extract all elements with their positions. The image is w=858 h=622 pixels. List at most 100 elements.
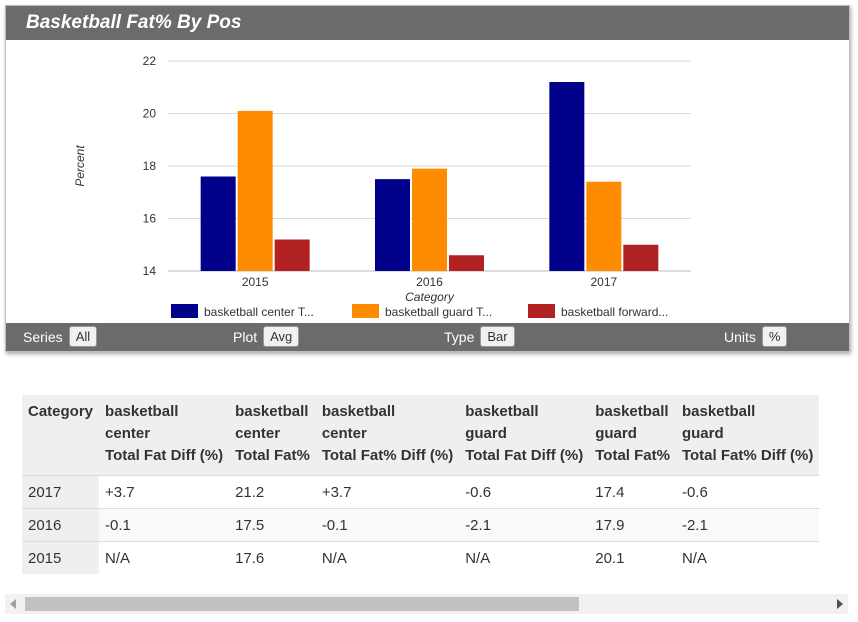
table-cell: -0.6 (459, 475, 590, 509)
table-header-cell[interactable]: Category (22, 395, 100, 476)
table-header-cell[interactable]: basketball guard Total Fat% Diff (%) (675, 395, 820, 476)
x-tick-label: 2015 (242, 275, 269, 289)
table-header-line: Total Fat Diff (%) (105, 447, 224, 464)
table-cell: N/A (99, 541, 230, 574)
table-header-cell[interactable]: basketball center Total Fat Diff (%) (99, 395, 230, 476)
chart-title: Basketball Fat% By Pos (6, 6, 849, 40)
table-cell: 20.1 (589, 541, 676, 574)
table-header-line: basketball (595, 403, 669, 420)
horizontal-scrollbar[interactable] (5, 594, 848, 614)
bar (586, 181, 622, 271)
table-cell: +3.7 (99, 475, 230, 509)
table-cell: -0.6 (675, 475, 820, 509)
table-header-line: Total Fat% Diff (%) (681, 447, 814, 464)
legend-swatch (352, 304, 379, 318)
table-cell: 17.5 (229, 508, 316, 542)
series-button[interactable]: All (68, 326, 98, 347)
table-header-line: Total Fat% (595, 447, 670, 464)
y-tick-label: 20 (143, 107, 157, 121)
table-header-cell[interactable]: basketball guard Total Fat% (589, 395, 676, 476)
table-cell: N/A (675, 541, 820, 574)
chart-area: 14 16 18 20 22 2015 2016 2017 Category Percent bas… (6, 40, 849, 323)
legend-label: basketball center T... (204, 305, 314, 319)
bar (375, 179, 410, 271)
chart-controls: Series All Plot Avg Type Bar Units % (6, 323, 849, 351)
legend-swatch (171, 304, 198, 318)
table-header-line: basketball (235, 403, 309, 420)
bar (549, 82, 585, 271)
table-header-line: Category (28, 403, 94, 420)
y-tick-label: 14 (143, 264, 157, 278)
bar (412, 168, 447, 271)
units-control: Units % (724, 326, 788, 347)
table-header-line: basketball (105, 403, 179, 420)
units-label: Units (724, 328, 756, 345)
chart-panel: Basketball Fat% By Pos 14 16 18 20 22 2015 201… (5, 5, 850, 352)
table-header-line: guard (681, 425, 724, 442)
table-header-line: Total Fat Diff (%) (465, 447, 584, 464)
bar (237, 110, 273, 271)
scroll-left-arrow-icon[interactable] (10, 599, 16, 609)
data-table: Category basketball center Total Fat Diff (… (22, 395, 820, 574)
table-header-cell[interactable]: basketball guard Total Fat Diff (%) (459, 395, 590, 476)
table-header-line: Total Fat% Diff (%) (321, 447, 454, 464)
table-body: 2017 +3.7 21.2 +3.7 -0.6 17.4 -0.6 2016 -0.1 17.5… (22, 475, 820, 574)
table-row-category: 2015 (22, 541, 100, 574)
scroll-right-arrow-icon[interactable] (837, 599, 843, 609)
series-label: Series (23, 328, 63, 345)
table-header-line: Total Fat% (235, 447, 310, 464)
table-cell: -0.1 (99, 508, 230, 542)
table-cell: +3.7 (315, 475, 460, 509)
y-tick-label: 16 (143, 212, 157, 226)
type-control: Type Bar (444, 326, 515, 347)
data-table-container: Category basketball center Total Fat Diff (… (22, 395, 848, 574)
table-cell: 21.2 (229, 475, 316, 509)
units-button[interactable]: % (761, 326, 788, 347)
table-row-category: 2016 (22, 508, 100, 542)
bar (200, 176, 236, 271)
table-header-cell[interactable]: basketball center Total Fat% (229, 395, 316, 476)
bar-chart: 14 16 18 20 22 2015 2016 2017 Category Percent bas… (73, 54, 691, 319)
x-tick-label: 2016 (416, 275, 443, 289)
y-axis-title: Percent (73, 145, 87, 187)
bar (449, 255, 484, 271)
table-header-line: basketball (465, 403, 539, 420)
type-label: Type (444, 328, 475, 345)
table-cell: -2.1 (459, 508, 590, 542)
table-header-line: center (321, 425, 367, 442)
scrollbar-thumb[interactable] (25, 597, 579, 611)
y-tick-label: 22 (143, 54, 157, 68)
plot-label: Plot (233, 328, 258, 345)
table-cell: -2.1 (675, 508, 820, 542)
table-header-cell[interactable]: basketball center Total Fat% Diff (%) (315, 395, 460, 476)
legend-label: basketball forward... (561, 305, 668, 319)
table-cell: -0.1 (315, 508, 460, 542)
type-button[interactable]: Bar (480, 326, 515, 347)
table-header-row: Category basketball center Total Fat Diff (… (22, 395, 820, 476)
legend-swatch (528, 304, 555, 318)
table-cell: N/A (459, 541, 590, 574)
plot-control: Plot Avg (233, 326, 300, 347)
table-header-line: guard (595, 425, 637, 442)
plot-button[interactable]: Avg (263, 326, 300, 347)
table-row-category: 2017 (22, 475, 100, 509)
x-axis-title: Category (405, 290, 455, 304)
table-header-line: basketball (681, 403, 756, 420)
table-header-line: center (105, 425, 151, 442)
series-control: Series All (23, 326, 98, 347)
bar (274, 239, 310, 271)
y-tick-label: 18 (143, 159, 157, 173)
table-header-line: guard (465, 425, 507, 442)
table-row: 2016 -0.1 17.5 -0.1 -2.1 17.9 -2.1 (22, 508, 820, 542)
table-cell: N/A (315, 541, 460, 574)
table-cell: 17.9 (589, 508, 676, 542)
x-tick-label: 2017 (590, 275, 617, 289)
table-cell: 17.6 (229, 541, 316, 574)
legend-label: basketball guard T... (385, 305, 492, 319)
table-row: 2017 +3.7 21.2 +3.7 -0.6 17.4 -0.6 (22, 475, 820, 509)
table-header-line: center (235, 425, 281, 442)
table-header-line: basketball (321, 403, 396, 420)
table-cell: 17.4 (589, 475, 676, 509)
bar (623, 244, 659, 271)
table-row: 2015 N/A 17.6 N/A N/A 20.1 N/A (22, 541, 820, 574)
